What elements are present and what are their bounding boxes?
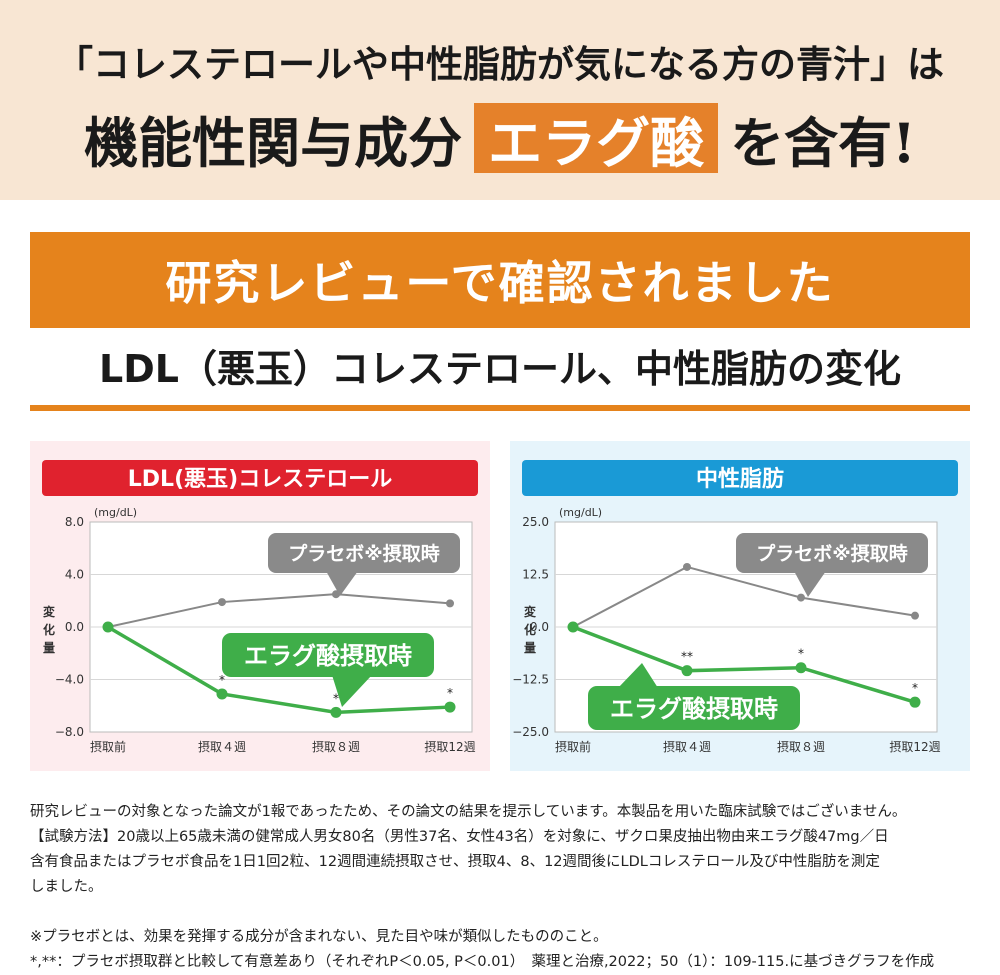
x-tick-label: 摂取４週 (198, 739, 246, 754)
note-6: *,**：プラセボ摂取群と比較して有意差あり（それぞれP＜0.05, P＜0.0… (30, 954, 935, 970)
significance-marker: * (798, 647, 804, 661)
y-tick-label: 0.0 (530, 620, 549, 634)
significance-marker: ** (681, 650, 693, 664)
ellagic-legend-label: エラグ酸摂取時 (610, 695, 778, 723)
ellagic-legend-label: エラグ酸摂取時 (244, 642, 412, 670)
placebo-point (218, 598, 226, 607)
headline-highlight: エラグ酸 (474, 103, 719, 175)
y-tick-label: 4.0 (65, 568, 84, 582)
x-tick-label: 摂取８週 (312, 739, 360, 754)
ellagic-point (444, 701, 456, 713)
x-tick-label: 摂取８週 (777, 739, 825, 754)
headline-suffix: を含有! (730, 110, 916, 175)
y-tick-label: 0.0 (65, 620, 84, 634)
ldl-chart-panel: LDL(悪玉)コレステロール 8.0 4.0 0.0 −4.0 −8.0 (mg/dL) 変化… (30, 441, 490, 771)
y-tick-label: 25.0 (522, 515, 549, 529)
placebo-legend-label: プラセボ※摂取時 (756, 542, 907, 565)
chart-title: 中性脂肪 (696, 466, 784, 492)
ellagic-callout-tail (332, 675, 372, 707)
placebo-series-line (572, 565, 916, 628)
significance-marker: * (912, 681, 918, 695)
y-axis-label-char: 化 (43, 622, 55, 637)
placebo-point (911, 611, 919, 620)
chart-title-bar (522, 460, 958, 496)
ellagic-point (102, 621, 114, 633)
placebo-point (797, 593, 805, 602)
y-tick-label: −8.0 (55, 725, 84, 739)
y-axis-label-char: 化 (524, 622, 536, 637)
ellagic-point (795, 662, 807, 674)
headline-line1: 「コレステロールや中性脂肪が気になる方の青汁」は (56, 42, 944, 86)
placebo-callout-tail (794, 571, 826, 597)
placebo-legend-label: プラセボ※摂取時 (288, 542, 439, 565)
significance-marker: * (219, 673, 225, 687)
ellagic-series-line (572, 625, 916, 704)
y-axis-label-char: 量 (43, 641, 55, 655)
chart-title-bar (42, 460, 478, 496)
y-axis-label-char: 量 (524, 641, 536, 655)
chart-title: LDL(悪玉)コレステロール (128, 467, 392, 492)
note-2: 【試験方法】20歳以上65歳未満の健常成人男女80名（男性37名、女性43名）を… (30, 829, 889, 845)
ellagic-callout (222, 633, 434, 677)
y-tick-label: −4.0 (55, 673, 84, 687)
section-subtitle: LDL（悪玉）コレステロール、中性脂肪の変化 (99, 347, 901, 391)
ellagic-callout-tail (618, 663, 658, 688)
ellagic-series-line (107, 625, 451, 715)
placebo-callout (736, 533, 928, 573)
y-unit-label: (mg/dL) (94, 506, 137, 519)
note-5: ※プラセボとは、効果を発揮する成分が含まれない、見た目や味が類似したもののこと。 (30, 929, 608, 945)
y-tick-label: 8.0 (65, 515, 84, 529)
triglyceride-chart-panel: 中性脂肪 25.0 12.5 0.0 −12.5 −25.0 (mg/dL) 変化量摂取前 摂取… (510, 441, 970, 771)
note-4: しました。 (30, 879, 103, 895)
y-unit-label: (mg/dL) (559, 506, 602, 519)
placebo-point (683, 562, 691, 571)
ldl-chart: LDL(悪玉)コレステロール 8.0 4.0 0.0 −4.0 −8.0 (mg/dL) 変化… (42, 460, 478, 754)
y-tick-label: −25.0 (512, 725, 549, 739)
ellagic-point (330, 706, 342, 718)
placebo-callout-tail (326, 571, 358, 596)
x-tick-label: 摂取12週 (424, 739, 475, 754)
y-axis-label-char: 変 (43, 604, 56, 619)
footnotes: 研究レビューの対象となった論文が1報であったため、その論文の結果を提示しています… (30, 800, 980, 975)
placebo-series-line (107, 593, 451, 628)
divider-rule (30, 405, 970, 411)
x-tick-label: 摂取４週 (663, 739, 711, 754)
y-axis-label-char: 変 (524, 604, 537, 619)
placebo-point (446, 599, 454, 608)
ellagic-callout (588, 686, 800, 730)
headline-line2: 機能性関与成分 エラグ酸 を含有! (0, 100, 1000, 176)
ellagic-point (909, 696, 921, 708)
review-banner: 研究レビューで確認されました (30, 232, 970, 328)
ellagic-point (216, 688, 228, 700)
significance-marker: * (447, 686, 453, 700)
headline-prefix: 機能性関与成分 (84, 110, 463, 175)
y-tick-label: 12.5 (522, 568, 549, 582)
ellagic-point (567, 621, 579, 633)
note-1: 研究レビューの対象となった論文が1報であったため、その論文の結果を提示しています… (30, 804, 907, 820)
x-tick-label: 摂取12週 (889, 739, 940, 754)
placebo-callout (268, 533, 460, 573)
x-tick-label: 摂取前 (90, 739, 126, 754)
significance-marker: * (333, 691, 339, 705)
ellagic-point (681, 665, 693, 677)
note-3: 含有食品またはプラセボ食品を1日1回2粒、12週間連続摂取させ、摂取4、8、12… (30, 854, 880, 870)
x-tick-label: 摂取前 (555, 739, 591, 754)
y-tick-label: −12.5 (512, 673, 549, 687)
